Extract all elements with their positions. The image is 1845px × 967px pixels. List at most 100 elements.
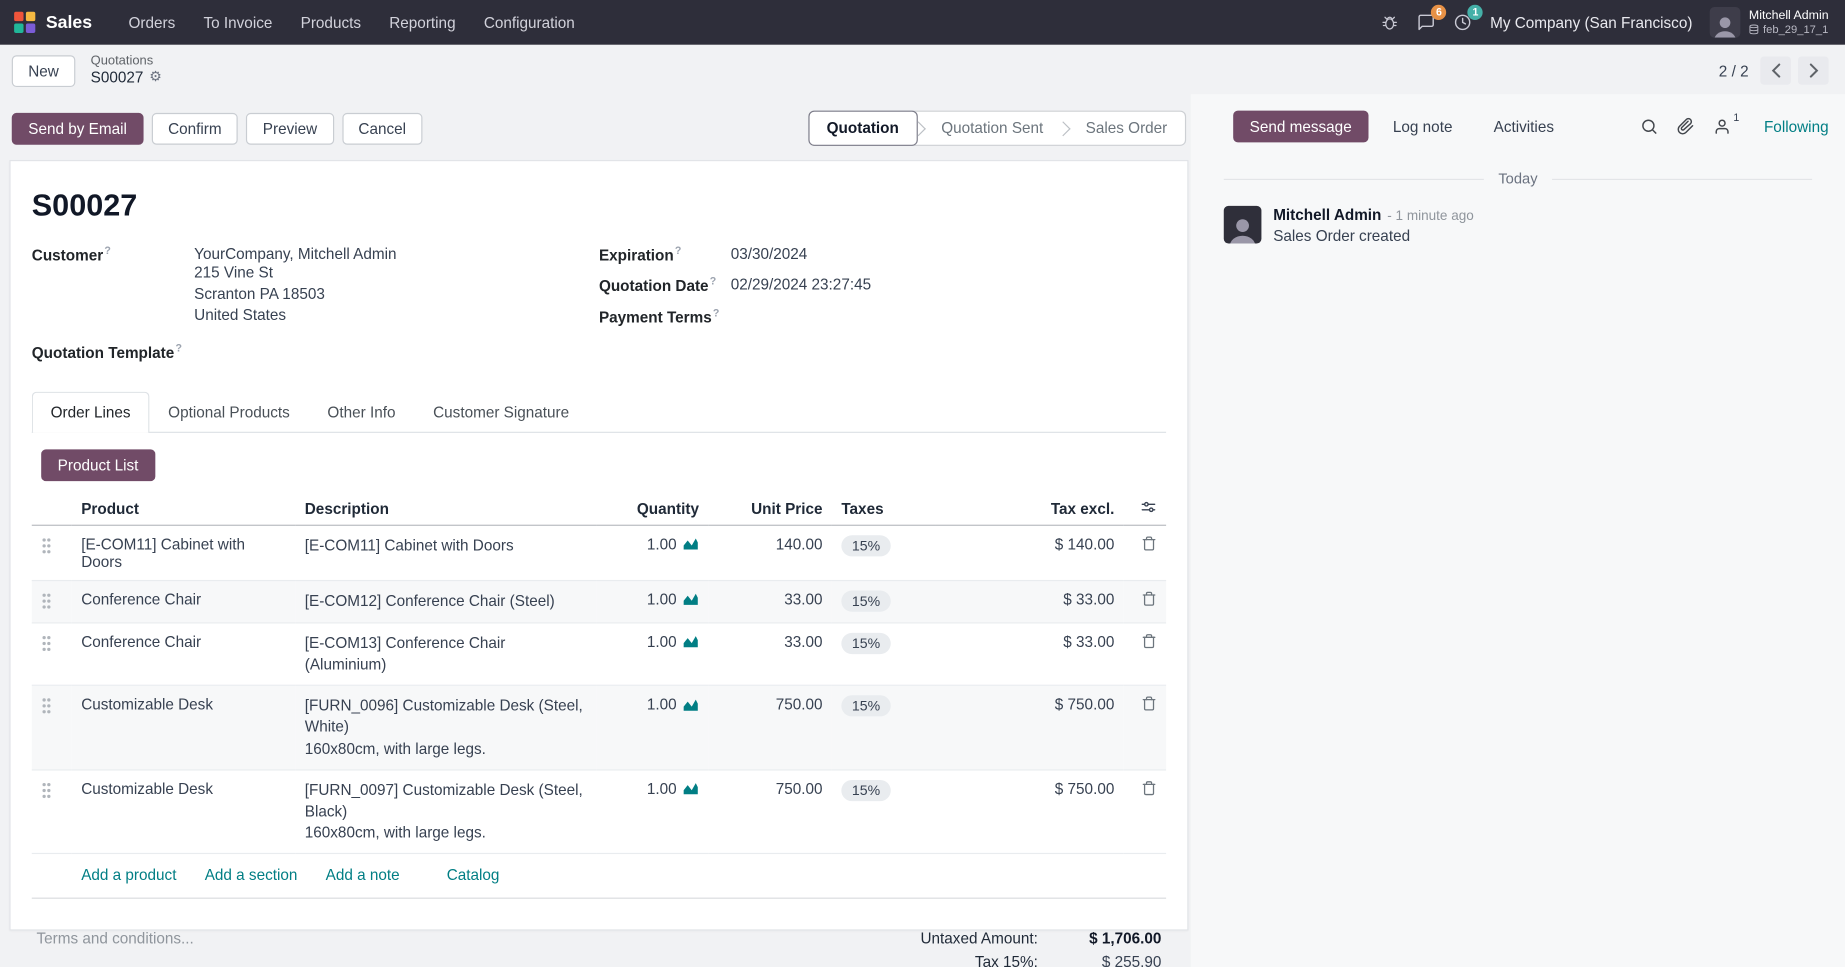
unit-price-cell[interactable]: 33.00 xyxy=(708,622,832,687)
menu-orders[interactable]: Orders xyxy=(128,13,176,32)
tab-customer-signature[interactable]: Customer Signature xyxy=(433,403,570,422)
unit-price-cell[interactable]: 140.00 xyxy=(708,525,832,582)
drag-handle-icon[interactable] xyxy=(31,622,72,687)
product-cell[interactable]: Conference Chair xyxy=(71,622,296,687)
drag-handle-icon[interactable] xyxy=(31,580,72,624)
preview-button[interactable]: Preview xyxy=(246,112,334,145)
product-cell[interactable]: Customizable Desk xyxy=(71,685,296,771)
pager-next-button[interactable] xyxy=(1797,56,1829,85)
drag-handle-icon[interactable] xyxy=(31,685,72,771)
unit-price-column-header[interactable]: Unit Price xyxy=(708,492,832,526)
breadcrumb-quotations-link[interactable]: Quotations xyxy=(90,54,154,69)
activities-clock-icon[interactable]: 1 xyxy=(1454,4,1484,32)
forecast-chart-icon[interactable] xyxy=(682,592,698,606)
terms-and-conditions-input[interactable]: Terms and conditions... xyxy=(36,929,194,948)
description-cell[interactable]: [FURN_0096] Customizable Desk (Steel, Wh… xyxy=(295,685,597,771)
order-line-row[interactable]: Customizable Desk [FURN_0096] Customizab… xyxy=(31,685,1167,771)
forecast-chart-icon[interactable] xyxy=(682,635,698,649)
product-list-button[interactable]: Product List xyxy=(41,449,155,482)
quantity-column-header[interactable]: Quantity xyxy=(596,492,709,526)
gear-icon[interactable]: ⚙ xyxy=(149,68,162,86)
product-cell[interactable]: Conference Chair xyxy=(71,580,296,624)
apps-menu-icon[interactable] xyxy=(14,11,36,33)
quantity-cell[interactable]: 1.00 xyxy=(596,525,709,582)
add-note-link[interactable]: Add a note xyxy=(325,866,400,884)
description-column-header[interactable]: Description xyxy=(295,492,597,526)
statusbar-step-sales-order[interactable]: Sales Order xyxy=(1085,118,1168,137)
unit-price-cell[interactable]: 33.00 xyxy=(708,580,832,624)
log-note-button[interactable]: Log note xyxy=(1376,111,1468,143)
order-line-row[interactable]: [E-COM11] Cabinet with Doors [E-COM11] C… xyxy=(31,525,1167,582)
send-message-button[interactable]: Send message xyxy=(1233,110,1369,143)
taxes-cell[interactable]: 15% xyxy=(831,622,936,687)
optional-columns-icon[interactable] xyxy=(1140,499,1156,515)
order-line-row[interactable]: Conference Chair [E-COM13] Conference Ch… xyxy=(31,622,1167,687)
delete-row-icon[interactable] xyxy=(1141,535,1156,551)
subtotal-column-header[interactable]: Tax excl. xyxy=(935,492,1124,526)
order-line-row[interactable]: Customizable Desk [FURN_0097] Customizab… xyxy=(31,769,1167,855)
product-cell[interactable]: Customizable Desk xyxy=(71,769,296,855)
taxes-cell[interactable]: 15% xyxy=(831,580,936,624)
delete-row-icon[interactable] xyxy=(1141,590,1156,606)
delete-row-icon[interactable] xyxy=(1141,633,1156,649)
user-menu[interactable]: Mitchell Admin feb_29_17_1 xyxy=(1710,7,1829,38)
following-button[interactable]: Following xyxy=(1763,117,1829,136)
chatter-message[interactable]: Mitchell Admin - 1 minute ago Sales Orde… xyxy=(1191,205,1845,245)
statusbar-step-quotation-sent[interactable]: Quotation Sent xyxy=(941,118,1044,137)
delete-row-icon[interactable] xyxy=(1141,696,1156,712)
add-section-link[interactable]: Add a section xyxy=(204,866,298,884)
confirm-button[interactable]: Confirm xyxy=(151,112,239,145)
menu-configuration[interactable]: Configuration xyxy=(483,13,575,32)
delete-row-icon[interactable] xyxy=(1141,780,1156,796)
cancel-button[interactable]: Cancel xyxy=(341,112,423,145)
activities-button[interactable]: Activities xyxy=(1477,111,1570,143)
new-button[interactable]: New xyxy=(11,54,76,87)
company-switcher[interactable]: My Company (San Francisco) xyxy=(1490,13,1693,32)
drag-handle-icon[interactable] xyxy=(31,769,72,855)
drag-handle-icon[interactable] xyxy=(31,525,72,582)
quotation-date-value[interactable]: 02/29/2024 23:27:45 xyxy=(730,275,872,294)
taxes-cell[interactable]: 15% xyxy=(831,685,936,771)
statusbar-step-quotation[interactable]: Quotation xyxy=(807,110,918,146)
forecast-chart-icon[interactable] xyxy=(682,782,698,796)
menu-reporting[interactable]: Reporting xyxy=(389,13,456,32)
tax-badge[interactable]: 15% xyxy=(841,695,891,717)
catalog-link[interactable]: Catalog xyxy=(446,866,500,884)
menu-to-invoice[interactable]: To Invoice xyxy=(203,13,273,32)
pager-previous-button[interactable] xyxy=(1760,56,1791,85)
app-name[interactable]: Sales xyxy=(45,12,93,33)
tab-optional-products[interactable]: Optional Products xyxy=(168,403,290,422)
order-line-row[interactable]: Conference Chair [E-COM12] Conference Ch… xyxy=(31,580,1167,624)
taxes-cell[interactable]: 15% xyxy=(831,769,936,855)
menu-products[interactable]: Products xyxy=(300,13,362,32)
message-author[interactable]: Mitchell Admin xyxy=(1273,205,1382,224)
tax-badge[interactable]: 15% xyxy=(841,632,891,654)
description-cell[interactable]: [E-COM11] Cabinet with Doors xyxy=(295,525,597,582)
attachments-paperclip-icon[interactable] xyxy=(1677,117,1695,136)
add-product-link[interactable]: Add a product xyxy=(81,866,177,884)
description-cell[interactable]: [E-COM13] Conference Chair (Aluminium) xyxy=(295,622,597,687)
quantity-cell[interactable]: 1.00 xyxy=(596,769,709,855)
tax-badge[interactable]: 15% xyxy=(841,779,891,801)
send-by-email-button[interactable]: Send by Email xyxy=(11,112,144,145)
tab-order-lines[interactable]: Order Lines xyxy=(31,391,150,433)
description-cell[interactable]: [E-COM12] Conference Chair (Steel) xyxy=(295,580,597,624)
quantity-cell[interactable]: 1.00 xyxy=(596,622,709,687)
search-messages-icon[interactable] xyxy=(1640,118,1658,136)
forecast-chart-icon[interactable] xyxy=(682,537,698,551)
taxes-cell[interactable]: 15% xyxy=(831,525,936,582)
unit-price-cell[interactable]: 750.00 xyxy=(708,685,832,771)
unit-price-cell[interactable]: 750.00 xyxy=(708,769,832,855)
description-cell[interactable]: [FURN_0097] Customizable Desk (Steel, Bl… xyxy=(295,769,597,855)
quantity-cell[interactable]: 1.00 xyxy=(596,580,709,624)
expiration-value[interactable]: 03/30/2024 xyxy=(730,244,808,263)
followers-icon[interactable]: 1 xyxy=(1713,112,1739,136)
tax-badge[interactable]: 15% xyxy=(841,535,891,557)
debug-bug-icon[interactable] xyxy=(1381,13,1400,32)
quantity-cell[interactable]: 1.00 xyxy=(596,685,709,771)
taxes-column-header[interactable]: Taxes xyxy=(831,492,936,526)
product-cell[interactable]: [E-COM11] Cabinet with Doors xyxy=(71,525,296,582)
tax-badge[interactable]: 15% xyxy=(841,590,891,612)
forecast-chart-icon[interactable] xyxy=(682,697,698,711)
customer-name[interactable]: YourCompany, Mitchell Admin xyxy=(194,244,397,263)
